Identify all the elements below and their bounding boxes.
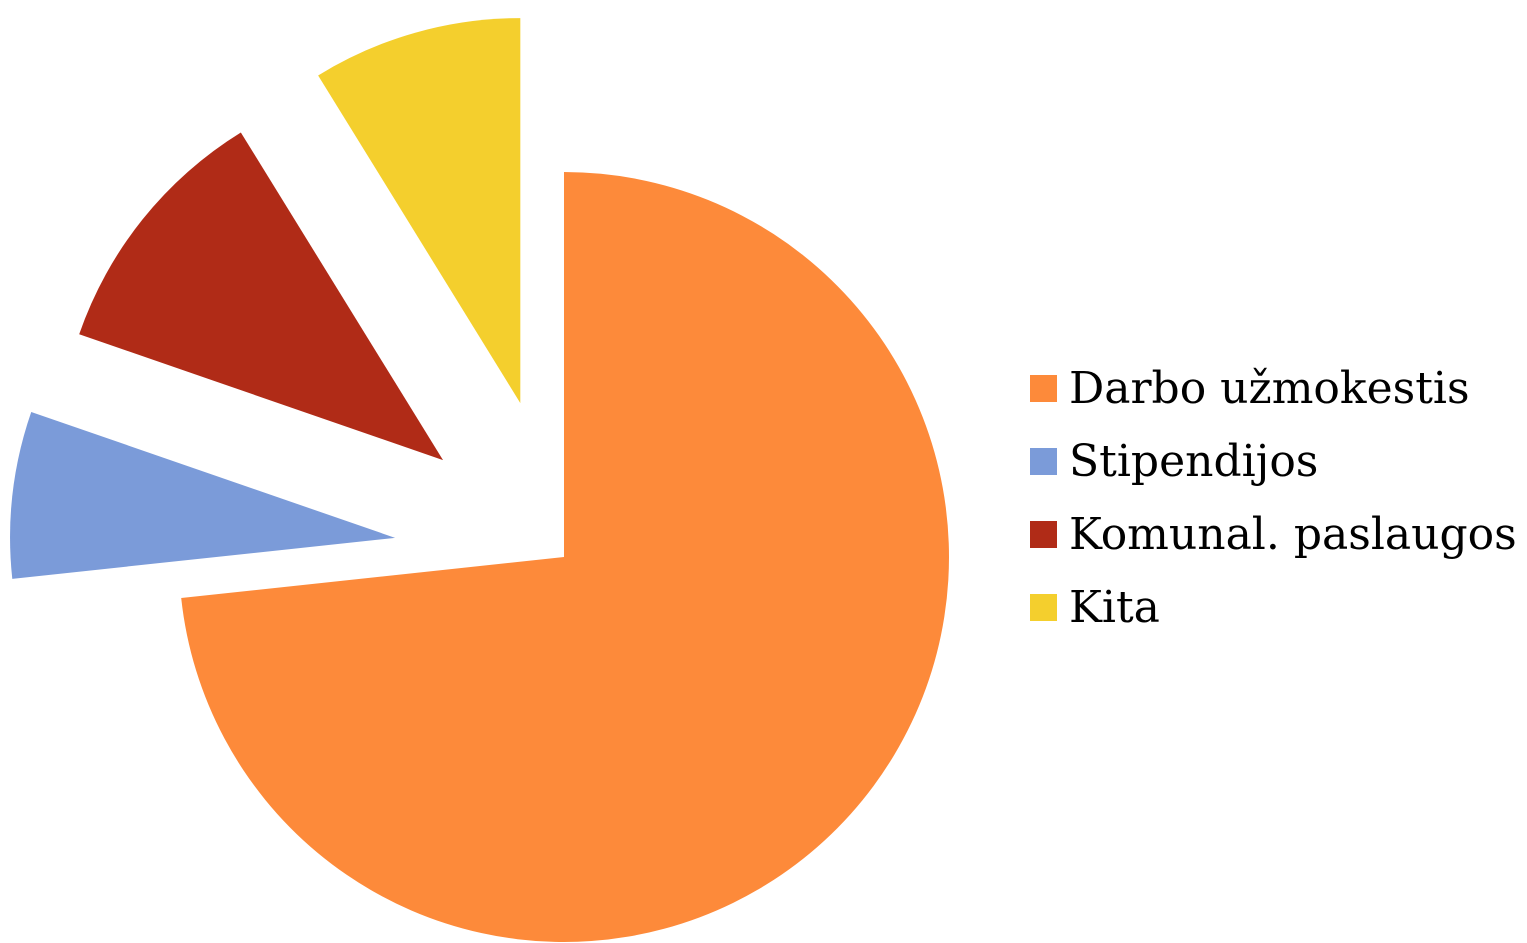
legend-swatch [1030,594,1057,621]
pie-slice-3 [318,18,521,404]
legend-label: Stipendijos [1069,435,1319,487]
pie-slice-2 [79,132,444,461]
legend: Darbo užmokestis Stipendijos Komunal. pa… [1030,352,1517,644]
legend-label: Darbo užmokestis [1069,362,1470,414]
legend-swatch [1030,521,1057,548]
legend-item-kita: Kita [1030,571,1517,644]
pie-slice-1 [10,411,396,579]
legend-item-darbo-uzmokestis: Darbo užmokestis [1030,352,1517,425]
legend-item-stipendijos: Stipendijos [1030,425,1517,498]
legend-swatch [1030,375,1057,402]
legend-item-komunal-paslaugos: Komunal. paslaugos [1030,498,1517,571]
legend-label: Komunal. paslaugos [1069,508,1517,560]
pie-slice-0 [181,172,949,942]
legend-swatch [1030,448,1057,475]
legend-label: Kita [1069,581,1160,633]
